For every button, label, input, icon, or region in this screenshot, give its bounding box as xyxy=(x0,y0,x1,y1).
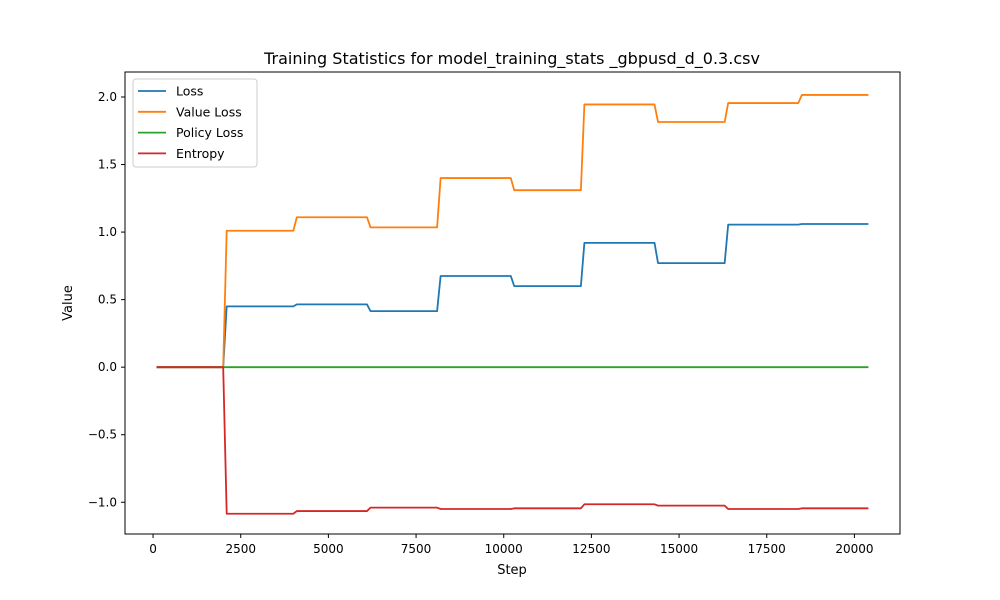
x-tick-label: 10000 xyxy=(485,542,523,556)
y-tick-label: 2.0 xyxy=(98,90,117,104)
series-line-loss xyxy=(156,223,869,369)
legend-label-entropy: Entropy xyxy=(176,146,225,161)
x-tick-label: 2500 xyxy=(225,542,256,556)
y-axis-ticks: −1.0 −0.5 0.0 0.5 1.0 1.5 2.0 xyxy=(88,90,125,509)
x-axis-label: Step xyxy=(497,563,527,578)
plot-series xyxy=(156,94,869,515)
legend-label-policy-loss: Policy Loss xyxy=(176,125,243,140)
y-tick-label: 1.0 xyxy=(98,225,117,239)
x-tick-label: 0 xyxy=(149,542,157,556)
series-line-entropy xyxy=(156,366,869,515)
x-tick-label: 15000 xyxy=(660,542,698,556)
x-tick-label: 5000 xyxy=(313,542,344,556)
y-tick-label: 0.0 xyxy=(98,360,117,374)
legend-box xyxy=(132,78,258,168)
legend-label-value-loss: Value Loss xyxy=(176,104,242,119)
series-line-value-loss xyxy=(156,94,869,369)
x-tick-label: 17500 xyxy=(748,542,786,556)
x-axis-ticks: 0 2500 5000 7500 10000 12500 15000 17500 20000 xyxy=(149,534,874,556)
y-tick-label: −0.5 xyxy=(88,428,117,442)
x-tick-label: 20000 xyxy=(835,542,873,556)
legend-label-loss: Loss xyxy=(176,84,203,99)
y-tick-label: −1.0 xyxy=(88,495,117,509)
legend: Loss Value Loss Policy Loss Entropy xyxy=(132,78,258,168)
y-tick-label: 1.5 xyxy=(98,158,117,172)
x-tick-label: 7500 xyxy=(401,542,432,556)
plot-frame xyxy=(124,71,901,535)
chart-title: Training Statistics for model_training_s… xyxy=(263,49,760,69)
y-axis-label: Value xyxy=(61,285,76,321)
y-tick-label: 0.5 xyxy=(98,293,117,307)
x-tick-label: 12500 xyxy=(572,542,610,556)
